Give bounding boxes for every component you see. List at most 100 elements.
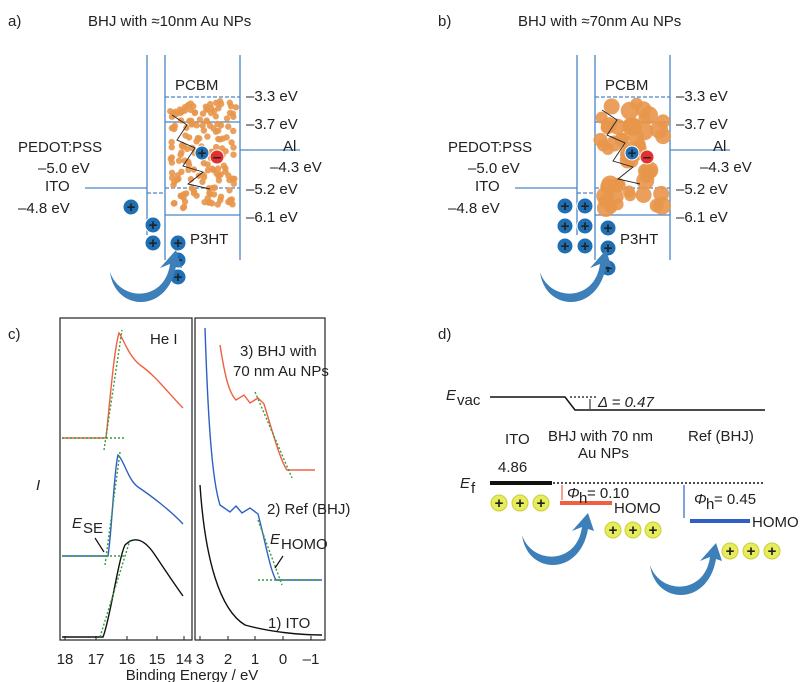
hole (742, 542, 760, 560)
label: PCBM (175, 77, 218, 94)
nanoparticle (595, 111, 608, 124)
charge-path (601, 109, 641, 185)
nanoparticle (206, 122, 214, 129)
hole (144, 216, 162, 234)
nanoparticle (180, 203, 188, 211)
label: – (643, 149, 651, 166)
plot-frame (59, 317, 193, 641)
value: = 0.10 (587, 485, 629, 502)
label: BHJ with 70 nm (548, 428, 653, 445)
nanoparticle (230, 113, 237, 120)
subscript: HOMO (281, 536, 328, 553)
label: + (581, 238, 590, 255)
nanoparticle (630, 97, 643, 110)
nanoparticle (210, 191, 218, 198)
nanoparticle (593, 132, 608, 147)
nanoparticle (168, 124, 176, 132)
nanoparticle (216, 136, 224, 143)
nanoparticle (204, 133, 211, 140)
plot-frame (194, 317, 326, 641)
nanoparticle (230, 144, 237, 151)
hole (194, 145, 210, 161)
label: ITO (475, 178, 500, 195)
nanoparticle (190, 103, 197, 110)
label: + (561, 218, 570, 235)
symbol: E (446, 387, 457, 404)
label: HOMO (752, 514, 799, 531)
charge-path (171, 114, 211, 190)
label: 3) BHJ with (240, 343, 317, 360)
hole (144, 234, 162, 252)
nanoparticle (175, 157, 183, 164)
nanoparticle (200, 159, 208, 167)
nanoparticle (170, 200, 178, 207)
label: + (495, 495, 504, 512)
nanoparticle (178, 149, 185, 156)
label: a) (8, 13, 21, 30)
label: d) (438, 326, 451, 343)
hole (532, 494, 550, 512)
label: 14 (176, 651, 193, 668)
nanoparticle (186, 118, 194, 125)
spectrum (204, 327, 322, 581)
label: + (628, 145, 637, 162)
hole (644, 521, 662, 539)
hole (721, 542, 739, 560)
nanoparticle (639, 169, 654, 184)
label: 3 (196, 651, 204, 668)
nanoparticle (181, 157, 188, 164)
label: 18 (57, 651, 74, 668)
label: + (604, 260, 613, 277)
subscript: vac (457, 392, 481, 409)
nanoparticle (185, 134, 193, 141)
label: – (213, 149, 221, 166)
label: 1 (251, 651, 259, 668)
hole (556, 197, 574, 215)
label: + (127, 199, 136, 216)
label: + (198, 145, 207, 162)
nanoparticle (178, 142, 186, 150)
hole (576, 217, 594, 235)
hole (169, 234, 187, 252)
label: ITO (45, 178, 70, 195)
hole (556, 217, 574, 235)
electron (639, 149, 655, 165)
nanoparticle (223, 134, 230, 141)
label: Al (283, 138, 296, 155)
symbol: E (72, 515, 83, 532)
arrow (540, 250, 612, 303)
label: 70 nm Au NPs (233, 363, 329, 380)
nanoparticle (193, 192, 200, 199)
label: P3HT (620, 231, 658, 248)
nanoparticle (653, 185, 670, 202)
nanoparticle (199, 122, 206, 129)
label: + (537, 495, 546, 512)
label: Binding Energy / eV (126, 667, 259, 682)
line (257, 519, 283, 586)
label: –5.2 eV (676, 181, 728, 198)
nanoparticle (650, 120, 669, 139)
nanoparticle (191, 109, 198, 117)
nanoparticle (185, 161, 193, 169)
nanoparticle (212, 113, 219, 120)
label: HOMO (614, 500, 661, 517)
label: + (604, 220, 613, 237)
spectrum (62, 331, 184, 439)
label: 17 (88, 651, 105, 668)
label: 16 (119, 651, 136, 668)
hole (511, 494, 529, 512)
symbol: E (270, 531, 281, 548)
line (99, 539, 131, 638)
label: –3.3 eV (246, 88, 298, 105)
label: –4.8 eV (18, 200, 70, 217)
value: = 0.45 (714, 491, 756, 508)
label: 15 (149, 651, 166, 668)
nanoparticle (212, 128, 220, 135)
label: –3.7 eV (246, 116, 298, 133)
label: –6.1 eV (246, 209, 298, 226)
symbol: E (460, 475, 471, 492)
nanoparticle (216, 98, 224, 105)
symbol: Φ (567, 485, 580, 502)
subscript: h (579, 490, 587, 507)
hole (624, 145, 640, 161)
